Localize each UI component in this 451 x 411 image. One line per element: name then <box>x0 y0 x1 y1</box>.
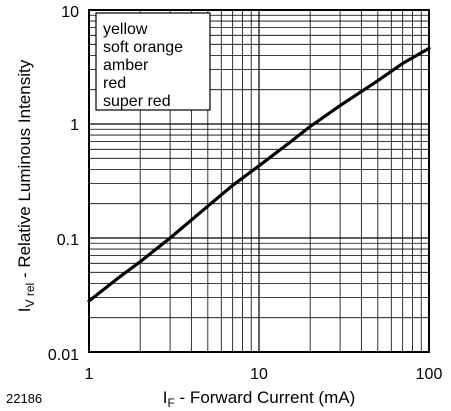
legend-entry-red: red <box>103 75 126 92</box>
legend-box <box>95 12 211 111</box>
x-tick-label-10: 10 <box>250 366 268 383</box>
y-tick-label-0.01: 0.01 <box>48 347 79 364</box>
y-axis-label: IV rel - Relative Luminous Intensity <box>15 59 37 312</box>
legend-entry-super-red: super red <box>103 93 171 110</box>
y-tick-label-10: 10 <box>61 4 79 21</box>
grid-lines <box>89 10 429 352</box>
legend-entry-amber: amber <box>103 57 149 74</box>
y-tick-labels: 0.01 0.1 1 10 <box>48 4 79 364</box>
series-layer <box>87 46 431 303</box>
y-tick-label-1: 1 <box>70 117 79 134</box>
x-tick-label-100: 100 <box>416 366 443 383</box>
x-axis-label-rest: - Forward Current (mA) <box>175 388 355 407</box>
figure-id: 22186 <box>6 391 42 406</box>
x-axis-label: IF - Forward Current (mA) <box>163 388 356 410</box>
y-tick-label-0.1: 0.1 <box>57 232 79 249</box>
series-line-0 <box>87 46 431 303</box>
legend-entry-yellow: yellow <box>103 21 148 38</box>
plot-frame <box>88 9 430 353</box>
y-axis-label-sub: V rel <box>23 283 37 308</box>
legend-entry-soft-orange: soft orange <box>103 39 183 56</box>
x-tick-labels: 1 10 100 <box>85 366 443 383</box>
legend: yellow soft orange amber red super red <box>95 12 211 111</box>
x-axis-label-sub: F <box>167 396 174 410</box>
y-axis-label-main: I <box>15 307 34 312</box>
x-tick-label-1: 1 <box>85 366 94 383</box>
x-axis-label-main: I <box>163 388 168 407</box>
y-axis-label-rest: - Relative Luminous Intensity <box>15 59 34 282</box>
